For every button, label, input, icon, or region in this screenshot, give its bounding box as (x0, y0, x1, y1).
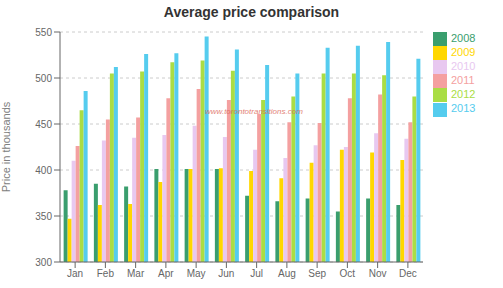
svg-text:Oct: Oct (340, 268, 356, 279)
html-text:2008: 2008 (451, 32, 476, 44)
svg-text:550: 550 (35, 27, 52, 38)
svg-text:Feb: Feb (97, 268, 115, 279)
svg-text:Aug: Aug (278, 268, 296, 279)
html-text:2012: 2012 (451, 88, 476, 101)
svg-text:400: 400 (35, 165, 52, 176)
html-text:2011: 2011 (451, 74, 475, 87)
html-text:2013: 2013 (451, 102, 476, 115)
svg-text:Apr: Apr (158, 268, 174, 279)
html-text:Average price comparison: Average price comparison (163, 4, 340, 20)
svg-text:Jul: Jul (250, 268, 263, 279)
svg-text:Jun: Jun (218, 268, 234, 279)
svg-text:Mar: Mar (127, 268, 145, 279)
svg-text:300: 300 (35, 257, 52, 268)
html-text:www.torontotransitions.com: www.torontotransitions.com (205, 106, 303, 116)
svg-text:Sep: Sep (308, 268, 326, 279)
svg-text:500: 500 (35, 73, 52, 84)
html-text:2010: 2010 (451, 60, 476, 73)
svg-text:May: May (187, 268, 206, 279)
svg-text:Nov: Nov (369, 268, 387, 279)
html-text:2009: 2009 (451, 46, 476, 59)
svg-text:Jan: Jan (67, 268, 83, 279)
svg-text:450: 450 (35, 119, 52, 130)
svg-text:Dec: Dec (399, 268, 417, 279)
svg-text:350: 350 (35, 211, 52, 222)
svg-text:Price in thousands: Price in thousands (8, 101, 12, 192)
